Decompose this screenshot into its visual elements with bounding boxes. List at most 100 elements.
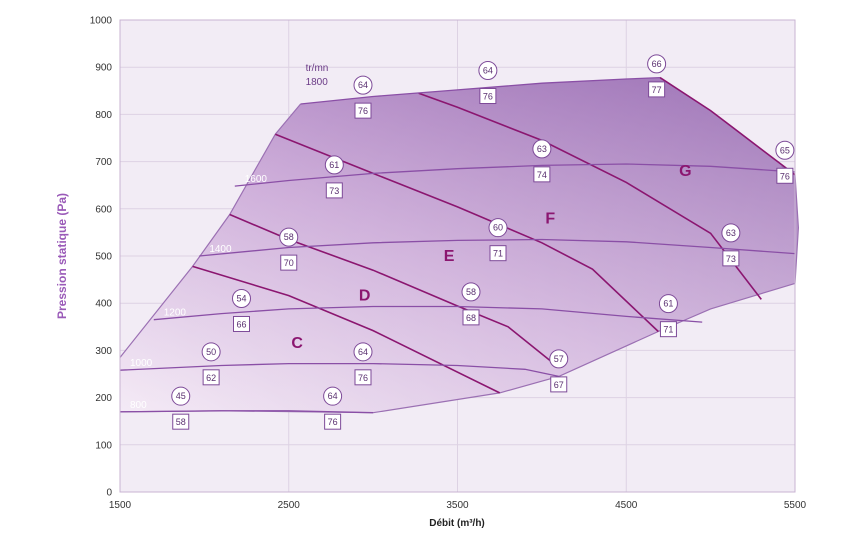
noise-marker: 64 76 [323, 386, 343, 430]
x-tick-label: 5500 [784, 500, 807, 511]
noise-circle [323, 386, 343, 406]
noise-box-value: 74 [537, 170, 547, 180]
noise-circle [647, 54, 667, 74]
noise-box-value: 70 [284, 258, 294, 268]
noise-circle-value: 63 [726, 228, 736, 238]
noise-box [324, 413, 342, 430]
noise-circle-value: 57 [554, 354, 564, 364]
y-tick-label: 600 [95, 204, 112, 215]
noise-circle [658, 294, 678, 314]
noise-circle [201, 342, 221, 362]
noise-box [550, 376, 568, 393]
noise-box-value: 76 [483, 92, 493, 102]
speed-label-800: 800 [130, 400, 147, 411]
noise-circle [232, 288, 251, 308]
noise-circle-value: 66 [652, 59, 662, 69]
zone-boundary-line [418, 92, 762, 300]
noise-circle [324, 155, 344, 175]
noise-box-value: 71 [663, 325, 673, 335]
noise-box [233, 315, 250, 332]
noise-box-value: 67 [554, 380, 564, 390]
noise-box [722, 250, 740, 267]
noise-circle-value: 65 [780, 145, 790, 155]
y-tick-label: 500 [95, 252, 112, 263]
speed-label-1600: 1600 [245, 174, 268, 185]
x-tick-label: 4500 [615, 500, 638, 511]
noise-circle-value: 54 [236, 293, 246, 303]
zone-label-D: D [359, 288, 371, 305]
noise-box-value: 73 [726, 254, 736, 264]
noise-circle-value: 64 [328, 391, 338, 401]
speed-curve-1200 [153, 305, 703, 323]
noise-box [776, 167, 794, 184]
axis-ticks: 0 100 200 300 400 500 600 700 800 900 1000 1500 2500… [90, 16, 807, 512]
zone-labels: C D E F G [291, 163, 691, 352]
speed-curves: 800 1000 1200 1400 1600 1800 tr/mn [119, 63, 796, 414]
noise-circle-value: 58 [466, 287, 476, 297]
noise-circle [775, 140, 795, 160]
noise-box [172, 413, 190, 430]
y-axis-label: Pression statique (Pa) [55, 193, 69, 319]
noise-circle [279, 227, 299, 247]
zone-label-G: G [679, 163, 691, 180]
speed-label-1000: 1000 [130, 358, 153, 369]
zone-boundary-line [659, 76, 796, 176]
noise-marker: 64 76 [353, 342, 373, 386]
noise-markers: 45 58 50 62 54 66 58 70 61 73 64 76 64 76 64 76 58 68 60 71… [171, 54, 795, 430]
noise-marker: 58 70 [279, 227, 299, 271]
y-tick-label: 0 [106, 488, 112, 499]
noise-marker: 57 67 [549, 349, 569, 393]
noise-box [648, 81, 666, 98]
y-tick-label: 800 [95, 110, 112, 121]
zone-label-F: F [545, 210, 555, 227]
noise-box-value: 76 [328, 417, 338, 427]
noise-circle-value: 60 [493, 223, 503, 233]
noise-circle [488, 218, 508, 238]
noise-circle [353, 342, 373, 362]
noise-circle [461, 282, 481, 302]
noise-circle [721, 223, 741, 243]
noise-box-value: 68 [466, 313, 476, 323]
y-tick-label: 1000 [90, 16, 113, 27]
noise-box-value: 66 [236, 319, 246, 329]
noise-marker: 63 74 [532, 139, 552, 183]
envelope-shade [120, 77, 799, 413]
x-tick-label: 3500 [446, 500, 469, 511]
plot-frame [119, 19, 796, 493]
noise-box [533, 166, 551, 183]
noise-marker: 63 73 [721, 223, 741, 267]
noise-circle [171, 386, 191, 406]
x-axis-label: Débit (m³/h) [429, 518, 485, 529]
noise-box-value: 62 [206, 373, 216, 383]
noise-box [659, 321, 677, 338]
noise-circle-value: 63 [537, 144, 547, 154]
noise-box [202, 369, 220, 386]
speed-label-1800: 1800 [306, 77, 329, 88]
x-tick-label: 2500 [278, 500, 301, 511]
noise-box [354, 369, 372, 386]
y-tick-label: 400 [95, 299, 112, 310]
noise-box [354, 102, 372, 119]
y-tick-label: 300 [95, 346, 112, 357]
operating-envelope [119, 77, 800, 414]
noise-circle-value: 45 [176, 391, 186, 401]
zone-boundary-line [275, 133, 659, 333]
noise-circle-value: 50 [206, 347, 216, 357]
noise-marker: 61 73 [324, 155, 344, 199]
noise-circle [478, 61, 498, 81]
speed-curve-1400 [199, 238, 796, 257]
noise-box-value: 76 [780, 171, 790, 181]
noise-circle-value: 61 [329, 160, 339, 170]
noise-circle-value: 64 [483, 66, 493, 76]
noise-box [325, 182, 343, 199]
noise-box-value: 77 [652, 85, 662, 95]
noise-box [280, 254, 298, 271]
speed-curve-1800 [300, 76, 661, 105]
y-tick-label: 700 [95, 157, 112, 168]
x-tick-label: 1500 [109, 500, 132, 511]
noise-marker: 45 58 [171, 386, 191, 430]
noise-circle [532, 139, 552, 159]
noise-marker: 61 71 [658, 294, 678, 338]
zone-boundary-line [192, 265, 501, 394]
zone-label-C: C [291, 335, 303, 352]
